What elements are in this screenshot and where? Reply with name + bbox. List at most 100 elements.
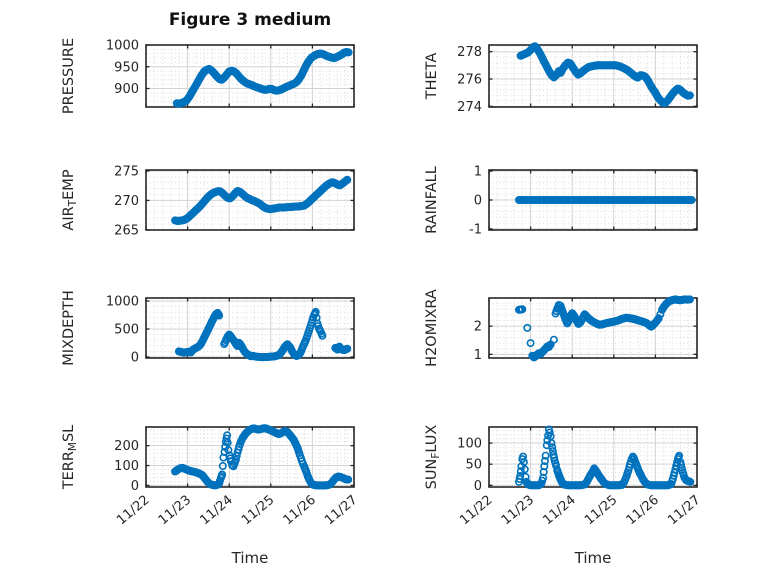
grid-minor: [146, 427, 354, 487]
subplot-terr_msl: 0 100 200 11/22 11/23 11/24 11/25 11/26 11/27 TER…: [61, 424, 361, 529]
tick-marks: [145, 427, 355, 487]
subplot-sun_flux: 0 50 100 11/22 11/23 11/24 11/25 11/26 11/27 SUNF…: [424, 425, 704, 529]
data-point: [686, 477, 695, 486]
tick-marks: [145, 170, 355, 231]
x-tick-label: 11/22: [114, 493, 152, 529]
data-point: [687, 196, 696, 205]
y-tick-labels: 0 50 100: [457, 437, 482, 494]
y-tick-label: 275: [114, 165, 139, 180]
data-point: [318, 331, 327, 340]
axes-frame: [488, 44, 698, 108]
y-tick-label: 100: [457, 437, 482, 452]
axes-frame: [488, 297, 698, 359]
axes-frame: [488, 426, 698, 488]
y-tick-label: 2: [474, 320, 482, 335]
data-point: [545, 428, 554, 437]
y-axis-label: MIXDEPTH: [61, 290, 77, 366]
y-tick-label: -1: [469, 222, 482, 237]
x-tick-label: 11/24: [540, 493, 578, 529]
y-tick-label: 0: [131, 350, 139, 365]
data-point: [215, 311, 224, 320]
y-tick-label: 0: [131, 479, 139, 494]
data-point: [344, 475, 353, 484]
y-axis-label: RAINFALL: [424, 166, 440, 234]
data-point: [519, 458, 528, 467]
x-tick-label: 11/27: [322, 493, 360, 529]
subplot-theta: 274 276 278 THETA: [424, 42, 698, 115]
y-tick-label: 50: [465, 458, 482, 473]
y-tick-labels: -1 0 1: [469, 165, 482, 238]
y-tick-label: 274: [457, 100, 482, 115]
data-point: [516, 467, 525, 476]
x-tick-label: 11/26: [281, 493, 319, 529]
y-tick-labels: 900 950 1000: [106, 39, 139, 98]
y-tick-label: 1000: [106, 295, 139, 310]
data-point: [548, 443, 557, 452]
x-tick-label: 11/26: [624, 493, 662, 529]
x-tick-label: 11/22: [457, 493, 495, 529]
y-tick-labels: 274 276 278: [457, 45, 482, 115]
data-point: [547, 439, 556, 448]
data-point: [516, 471, 525, 480]
data-point: [549, 335, 558, 344]
x-tick-label: 11/25: [239, 493, 277, 529]
subplot-mixdepth: 0 500 1000 MIXDEPTH: [61, 290, 355, 366]
tick-marks: [145, 44, 355, 107]
y-tick-label: 265: [114, 223, 139, 238]
data-point: [540, 462, 549, 471]
y-tick-label: 270: [114, 194, 139, 209]
data-point: [540, 456, 549, 465]
y-axis-label: TERRMSL: [61, 425, 79, 491]
data-point: [218, 470, 227, 479]
data-point: [685, 295, 694, 304]
data-point: [218, 461, 227, 470]
y-tick-label: 0: [474, 194, 482, 209]
x-axis-label-left: Time: [231, 549, 269, 567]
data-point: [685, 91, 694, 100]
y-tick-label: 0: [474, 479, 482, 494]
x-tick-labels: 11/22 11/23 11/24 11/25 11/26 11/27: [457, 493, 703, 529]
data-point: [344, 48, 353, 57]
data-points: [514, 196, 696, 205]
data-point: [672, 458, 681, 467]
y-tick-label: 900: [114, 82, 139, 97]
axes-frame: [145, 44, 355, 108]
data-points: [516, 42, 694, 107]
y-tick-label: 1: [474, 348, 482, 363]
x-tick-label: 11/24: [197, 493, 235, 529]
data-points: [172, 47, 353, 108]
y-tick-label: 950: [114, 60, 139, 75]
x-tick-label: 11/25: [582, 493, 620, 529]
y-tick-labels: 265 270 275: [114, 165, 139, 239]
y-axis-label: AIRTEMP: [61, 169, 79, 230]
x-tick-label: 11/23: [156, 493, 194, 529]
data-point: [223, 438, 232, 447]
y-tick-label: 100: [114, 459, 139, 474]
y-axis-label: PRESSURE: [61, 38, 77, 114]
y-tick-labels: 0 100 200: [114, 439, 139, 494]
y-axis-label: SUNFLUX: [424, 425, 442, 490]
data-point: [222, 434, 231, 443]
x-axis-label-right: Time: [574, 549, 612, 567]
data-point: [523, 323, 532, 332]
y-tick-labels: 12: [474, 320, 482, 363]
data-point: [520, 465, 529, 474]
y-tick-label: 278: [457, 45, 482, 60]
y-tick-label: 1: [474, 165, 482, 180]
y-axis-label: H2OMIXRA: [424, 289, 440, 367]
y-tick-label: 276: [457, 73, 482, 88]
data-point: [519, 452, 528, 461]
y-axis-label: THETA: [424, 53, 440, 101]
subplot-rainfall: -1 0 1 RAINFALL: [424, 165, 698, 238]
data-point: [654, 314, 663, 323]
data-point: [526, 339, 535, 348]
data-point: [343, 344, 352, 353]
y-tick-label: 500: [114, 323, 139, 338]
data-points: [171, 175, 352, 226]
data-point: [518, 305, 527, 314]
grid-major: [145, 427, 355, 487]
x-tick-label: 11/23: [499, 493, 537, 529]
